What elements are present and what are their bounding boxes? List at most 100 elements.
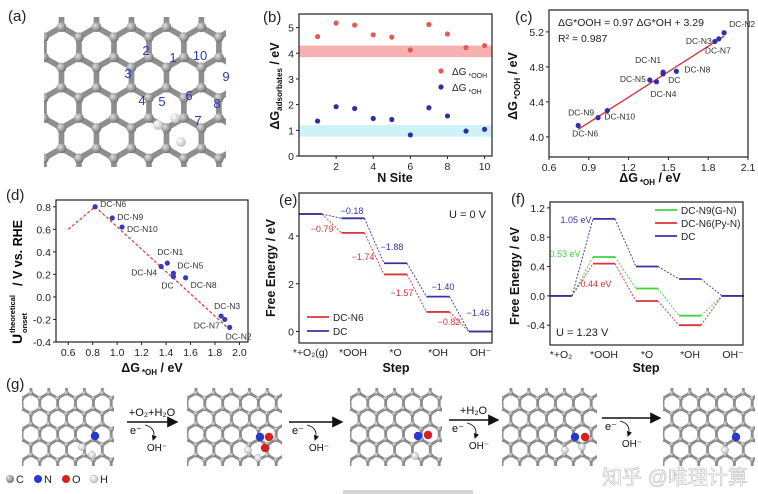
y-tick-label: 0.8 [36,202,51,214]
carbon-atom [11,422,16,427]
carbon-atom [624,375,629,380]
carbon-atom [731,406,737,412]
hydrogen-atom [88,451,96,459]
carbon-atom [22,143,32,153]
carbon-atom [401,406,406,412]
fit-line [577,35,725,130]
carbon-atom [669,390,675,396]
x-tick-label: 1.8 [208,347,223,359]
carbon-atom [249,93,259,103]
carbon-atom [553,406,558,412]
carbon-atom [696,375,701,380]
carbon-atom [696,406,702,412]
energy-connector [700,278,723,297]
carbon-atom [73,395,78,401]
carbon-atom [2,427,7,432]
carbon-atom [158,380,163,385]
carbon-atom [714,426,719,432]
hydrogen-atom [411,452,419,460]
carbon-atom [135,380,140,385]
carbon-atom [356,442,362,448]
carbon-atom [161,123,172,133]
carbon-atom [526,390,532,396]
reactant-label: +H₂O [460,405,488,417]
carbon-atom [634,452,639,457]
panel-f-chart: Step Free Energy / eV U = 1.23 V -0.4 0.0… [508,201,744,375]
panel-label-f: (f) [511,191,525,208]
carbon-atom [588,437,594,442]
category-label: OH⁻ [722,349,744,361]
carbon-atom [109,489,114,494]
carbon-atom [624,365,629,370]
carbon-atom [588,406,594,412]
carbon-atom [383,468,388,473]
ring-guide [11,153,43,185]
carbon-atom [91,62,102,73]
carbon-atom [176,391,181,396]
carbon-atom [55,489,60,494]
carbon-atom [274,375,279,380]
x-axis-label: Step [382,361,409,375]
carbon-atom [193,360,198,365]
carbon-atom [455,375,460,380]
oxygen-atom [264,432,274,442]
legend-label: DC-N6 [333,313,364,324]
carbon-atom [678,375,683,380]
carbon-atom [267,204,277,214]
carbon-atom [491,483,496,488]
carbon-atom [463,391,468,396]
carbon-atom [37,489,42,494]
carbon-atom [179,214,189,224]
carbon-atom [211,390,217,396]
carbon-atom [392,473,397,478]
carbon-atom [571,489,576,494]
carbon-atom [144,468,149,473]
carbon-atom [74,174,84,184]
y-tick-label: -0.4 [33,337,51,349]
carbon-atom [176,442,181,447]
carbon-atom [22,83,32,93]
legend-label-oh: ΔG *OH [452,83,482,96]
watermark: 知乎 @唯理计算 [602,466,748,489]
carbon-atom [705,390,711,396]
y-tick-label: 5 [288,23,294,35]
carbon-atom [409,411,415,417]
ring-guide [203,183,235,215]
data-point-ooh [463,45,469,51]
carbon-atom [339,380,344,385]
carbon-atom [232,184,242,194]
carbon-atom [144,153,154,164]
carbon-atom [118,473,123,478]
carbon-atom [607,375,612,380]
carbon-atom [419,365,424,370]
carbon-atom [374,380,379,385]
carbon-atom [472,396,477,401]
carbon-atom [292,406,297,411]
carbon-atom [108,406,114,412]
energy-change-label: −0.82 [438,317,461,327]
carbon-atom [81,411,87,417]
carbon-atom [220,468,225,473]
carbon-atom [696,437,702,442]
carbon-atom [491,360,496,365]
carbon-atom [491,391,496,396]
carbon-atom [108,426,114,432]
carbon-atom [446,422,451,427]
graphene-lattice [11,17,277,224]
legend-atom-c [6,475,14,483]
graphene-lattice [158,360,297,473]
carbon-atom [455,396,460,401]
carbon-atom [580,473,585,478]
carbon-atom [687,390,693,396]
carbon-atom [126,22,137,32]
y-tick-label: 4 [288,48,294,60]
carbon-atom [2,396,7,401]
hydrogen-atom [170,113,180,123]
carbon-atom [56,82,67,93]
carbon-atom [696,457,702,463]
y-tick-label: 0.4 [530,262,545,274]
carbon-atom [135,483,140,488]
carbon-atom [562,473,567,478]
carbon-atom [598,442,603,447]
point-label: DC-N9 [117,212,143,222]
